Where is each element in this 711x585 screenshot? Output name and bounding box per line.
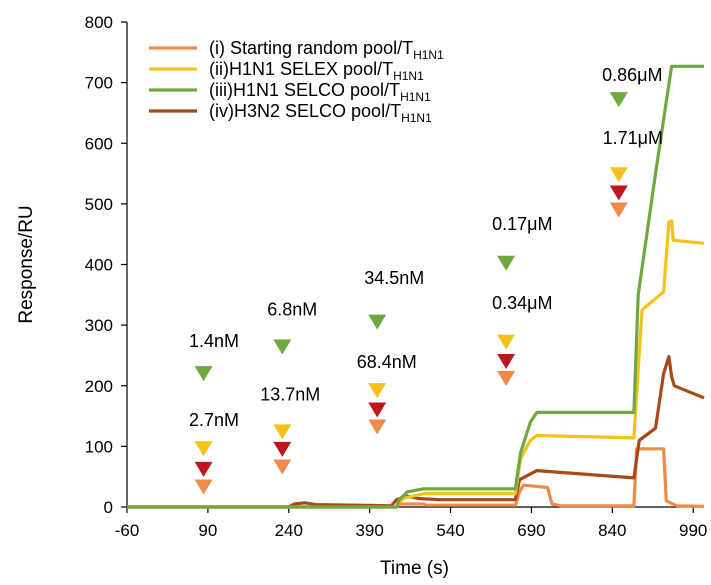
injection-marker (497, 255, 516, 271)
series-line-2 (127, 219, 705, 509)
legend-label: (i) Starting random pool/T (209, 38, 413, 58)
injection-marker (497, 370, 516, 386)
injection-marker (273, 459, 292, 475)
injection-marker (609, 92, 628, 108)
legend-subscript: H1N1 (400, 90, 431, 104)
y-tick-label: 100 (85, 437, 113, 456)
y-tick-label: 300 (85, 316, 113, 335)
injection-marker (273, 424, 292, 440)
y-tick-label: 400 (85, 256, 113, 275)
y-tick-label: 500 (85, 195, 113, 214)
injection-marker (609, 167, 628, 183)
x-tick-label: 840 (598, 521, 626, 540)
concentration-label: 1.4nM (189, 331, 239, 351)
injection-marker (368, 419, 387, 435)
concentration-label: 0.34μM (492, 293, 552, 313)
legend-entry-3: (iii)H1N1 SELCO pool/TH1N1 (209, 80, 431, 104)
legend-entry-1: (i) Starting random pool/TH1N1 (209, 38, 444, 62)
y-tick-label: 800 (85, 13, 113, 32)
injection-marker (194, 479, 213, 495)
x-tick-label: 90 (198, 521, 217, 540)
series-line-1 (127, 447, 705, 509)
series-line-3 (127, 64, 704, 509)
injection-marker (609, 202, 628, 218)
legend-label: (ii)H1N1 SELEX pool/T (209, 59, 393, 79)
series-line-4 (127, 355, 705, 509)
legend-entry-4: (iv)H3N2 SELCO pool/TH1N1 (209, 101, 432, 125)
x-tick-label: 990 (679, 521, 707, 540)
legend-label: (iv)H3N2 SELCO pool/T (209, 101, 401, 121)
legend-entry-2: (ii)H1N1 SELEX pool/TH1N1 (209, 59, 424, 83)
injection-marker (497, 334, 516, 350)
legend-subscript: H1N1 (401, 111, 432, 125)
concentration-label: 0.17μM (492, 214, 552, 234)
y-axis-label: Response/RU (16, 205, 37, 323)
legend-label: (iii)H1N1 SELCO pool/T (209, 80, 400, 100)
injection-marker (368, 383, 387, 399)
concentration-label: 1.71μM (603, 128, 663, 148)
x-tick-label: -60 (115, 521, 140, 540)
concentration-label: 6.8nM (267, 299, 317, 319)
y-tick-label: 0 (104, 498, 113, 517)
y-tick-label: 600 (85, 134, 113, 153)
injection-marker (194, 461, 213, 477)
legend-subscript: H1N1 (393, 69, 424, 83)
injection-marker (609, 185, 628, 201)
x-tick-label: 240 (275, 521, 303, 540)
x-tick-label: 390 (355, 521, 383, 540)
x-tick-label: 540 (436, 521, 464, 540)
injection-marker (273, 441, 292, 457)
x-axis-label: Time (s) (380, 558, 449, 579)
injection-marker (368, 402, 387, 418)
concentration-label: 68.4nM (357, 352, 417, 372)
concentration-label: 2.7nM (189, 410, 239, 430)
injection-marker (273, 339, 292, 355)
concentration-label: 13.7nM (260, 384, 320, 404)
concentration-label: 34.5nM (364, 268, 424, 288)
concentration-label: 0.86μM (602, 65, 662, 85)
x-tick-label: 690 (517, 521, 545, 540)
y-tick-label: 200 (85, 377, 113, 396)
legend-subscript: H1N1 (413, 48, 444, 62)
injection-marker (194, 366, 213, 382)
injection-marker (497, 354, 516, 369)
injection-marker (368, 314, 387, 330)
y-tick-label: 700 (85, 74, 113, 93)
injection-marker (194, 441, 213, 457)
